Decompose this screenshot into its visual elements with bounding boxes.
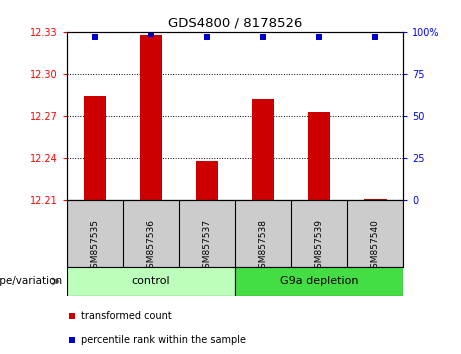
Bar: [364, 199, 386, 200]
Bar: [252, 99, 274, 200]
Title: GDS4800 / 8178526: GDS4800 / 8178526: [168, 16, 302, 29]
Text: genotype/variation: genotype/variation: [0, 276, 62, 286]
Text: transformed count: transformed count: [81, 311, 172, 321]
Bar: [67, 267, 235, 296]
Bar: [83, 96, 106, 200]
Text: control: control: [132, 276, 170, 286]
Bar: [235, 267, 403, 296]
Bar: [140, 35, 162, 200]
Bar: [196, 161, 218, 200]
Text: G9a depletion: G9a depletion: [280, 276, 359, 286]
Bar: [308, 112, 331, 200]
Text: percentile rank within the sample: percentile rank within the sample: [81, 335, 246, 345]
